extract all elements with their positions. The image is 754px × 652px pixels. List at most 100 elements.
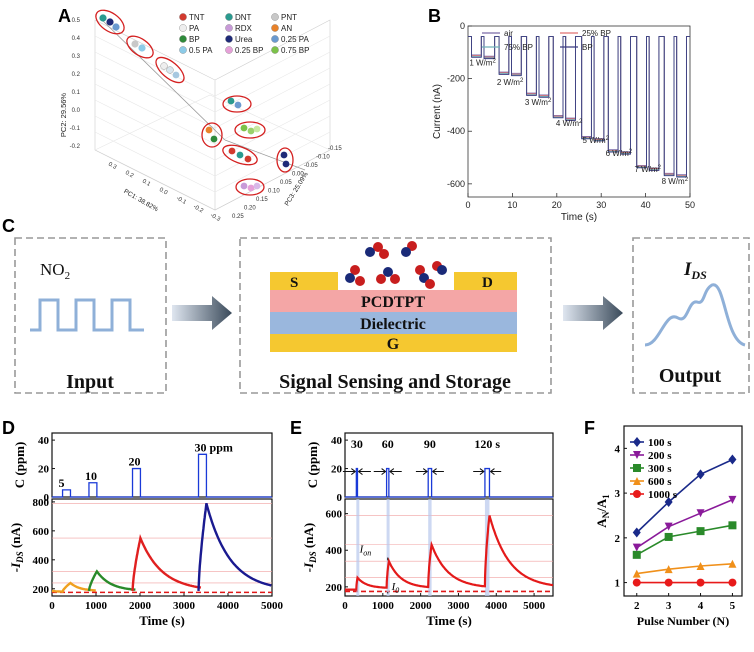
panel-b-annotation: 6 W/m2 [606, 149, 633, 158]
cluster-point [253, 125, 261, 133]
xtick-label: 1000 [85, 600, 108, 612]
current-trace [87, 569, 136, 592]
panel-b-legend-label: 75% BP [504, 43, 533, 52]
panel-a-ztick: 0.05 [280, 180, 292, 186]
panel-a-ytick: 0.3 [72, 54, 81, 60]
panel-a-ztick: -0.10 [316, 155, 330, 161]
drain-electrode [454, 272, 517, 290]
panel-f-marker [728, 578, 737, 587]
source-label: S [290, 275, 298, 291]
legend-label: 0.75 BP [281, 46, 309, 55]
bottom-frame [344, 498, 554, 597]
i-on-label: Ion [359, 544, 372, 558]
xtick-label: 0 [49, 600, 55, 612]
panel-b-ylabel: Current (nA) [432, 84, 443, 139]
panel-f-xtick-label: 2 [634, 600, 640, 612]
bottom-ylabel: -IDS (nA) [301, 523, 318, 572]
panel-a-ytick: -0.2 [70, 144, 81, 150]
cluster-ellipse [126, 35, 154, 59]
panel-a-xtick: 0.0 [158, 187, 169, 197]
panel-a-ztick: 0.00 [292, 172, 304, 178]
panel-b-ytick-label: 0 [460, 21, 465, 31]
panel-f-legend-label: 1000 s [648, 489, 678, 501]
panel-f-series-line [636, 499, 733, 549]
duration-arrow-right [357, 468, 371, 475]
bottom-ylabel: -IDS (nA) [8, 523, 25, 572]
device-caption: Signal Sensing and Storage [279, 371, 511, 393]
cluster-point [253, 182, 261, 190]
no2-molecule [376, 267, 400, 284]
legend-marker [271, 46, 279, 54]
panel-a-xtick: 0.1 [141, 179, 152, 189]
panel-b-annotation: 2 W/m2 [497, 78, 524, 87]
cluster-point [138, 44, 146, 52]
top-ytick-label: 40 [38, 435, 50, 447]
pulse-label: 10 [85, 469, 97, 483]
concentration-trace [345, 467, 553, 498]
pulse-label: 20 [129, 455, 141, 469]
panel-f-legend-label: 100 s [648, 437, 672, 449]
panel-a-ytick: 0.5 [72, 18, 81, 24]
panel-b-annotation: 7 W/m2 [635, 165, 662, 174]
top-frame [344, 432, 554, 498]
bottom-ytick-label: 200 [33, 584, 50, 596]
panel-f-marker [728, 521, 737, 530]
panel-a-ztick: 0.15 [256, 197, 268, 203]
pulse-band [356, 499, 360, 596]
legend-label: DNT [235, 13, 252, 22]
panel-a-xticks: 0.3 0.2 0.1 0.0 -0.1 -0.2 -0.3 [107, 162, 222, 224]
cluster-point [205, 126, 213, 134]
duration-arrow-left [473, 468, 485, 475]
legend-label: PA [189, 24, 200, 33]
xtick-label: 4000 [485, 600, 508, 612]
panel-f-marker [664, 532, 673, 541]
panel-a-ztick: 0.20 [244, 206, 256, 212]
top-ylabel: C (ppm) [305, 442, 320, 489]
cluster-point [240, 182, 248, 190]
panel-f-series-line [636, 563, 733, 575]
xtick-label: 5000 [261, 600, 284, 612]
panel-b-line-chart: 0 10 20 30 40 50 0 -200 -400 -600 Time (s) Current … [432, 21, 695, 223]
panel-f-ylabel: AN/A1 [594, 494, 611, 528]
top-ytick-label: 40 [331, 435, 343, 447]
duration-arrow-left [373, 468, 387, 475]
cluster-point [99, 14, 107, 22]
top-ytick-label: 0 [337, 492, 343, 504]
panel-letter-e: E [290, 418, 302, 438]
panel-f-ytick-label: 2 [615, 533, 621, 545]
cluster-point [236, 151, 244, 159]
panel-b-annotation: 1 W/m2 [469, 58, 496, 67]
bottom-ytick-label: 600 [33, 526, 50, 538]
panel-a-ztick: -0.05 [304, 163, 318, 169]
panel-f-xtick-label: 3 [666, 600, 672, 612]
panel-f-ytick-label: 1 [615, 578, 621, 590]
legend-label: TNT [189, 13, 205, 22]
bottom-ytick-label: 800 [33, 497, 50, 509]
bottom-ytick-label: 400 [33, 555, 50, 567]
drain-label: D [482, 275, 493, 291]
current-trace [51, 581, 96, 593]
panel-f-marker [664, 497, 673, 508]
xtick-label: 3000 [447, 600, 470, 612]
legend-marker [179, 35, 187, 43]
panel-a-ytick: 0.1 [72, 90, 81, 96]
no2-molecule [415, 265, 435, 289]
cluster-ellipse [222, 144, 258, 166]
dielectric-label: Dielectric [360, 316, 426, 333]
bottom-ytick-label: 400 [326, 545, 343, 557]
legend-marker [271, 24, 279, 32]
legend-label: Urea [235, 35, 253, 44]
panel-f-marker [633, 477, 641, 485]
cluster-ellipse [276, 147, 294, 173]
panel-f-ytick-label: 4 [615, 443, 621, 455]
output-label: Output [659, 365, 722, 387]
gate-layer [270, 334, 517, 352]
i-0-label: I0 [391, 581, 400, 595]
panel-f-legend-label: 600 s [648, 476, 672, 488]
cluster-ellipse [234, 121, 266, 139]
panel-b-legend-label: BP [582, 43, 593, 52]
duration-arrow-right [389, 468, 402, 475]
duration-label: 120 s [474, 437, 500, 451]
panel-a-ylabel: PC2: 29.56% [59, 93, 68, 138]
input-label: Input [66, 371, 114, 393]
